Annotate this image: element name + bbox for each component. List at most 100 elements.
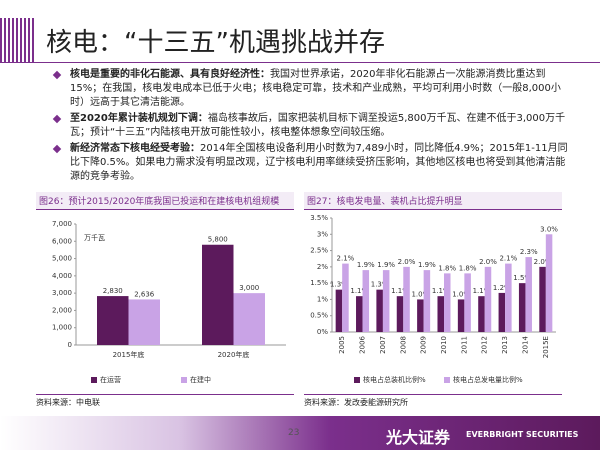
value-label: 1.9% (377, 261, 395, 269)
bar (403, 266, 410, 332)
legend-label: 核电占总发电量比例% (453, 375, 523, 384)
y-tick-label: 3,000 (52, 289, 72, 297)
brand-en: EVERBRIGHT SECURITIES (466, 430, 579, 439)
y-tick-label: 7,000 (52, 220, 72, 228)
x-tick-label: 2014 (521, 335, 529, 353)
bar (376, 289, 383, 332)
bar (444, 273, 451, 332)
bar (478, 296, 485, 332)
bar (362, 270, 370, 332)
bar (464, 273, 471, 332)
bar (97, 296, 129, 345)
value-label: 2.0% (398, 258, 416, 266)
y-tick-label: 0% (317, 328, 328, 336)
legend-label: 在运营 (100, 375, 121, 384)
bar (417, 299, 424, 332)
x-tick-label: 2009 (420, 336, 428, 354)
bar (457, 299, 465, 332)
source: 资料来源：发改委能源研究所 (304, 394, 562, 408)
x-tick-label: 2013 (501, 336, 509, 354)
bar (356, 296, 363, 332)
value-label: 1.9% (418, 261, 436, 269)
value-label: 1.0% (452, 290, 470, 298)
legend-swatch (181, 377, 187, 383)
y-tick-label: 4,000 (52, 272, 72, 280)
lead: 核电是重要的非化石能源、具有良好经济性： (70, 69, 270, 80)
y-tick-label: 0 (68, 341, 72, 349)
x-tick-label: 2015E (542, 336, 550, 358)
source: 资料来源：中电联 (36, 394, 294, 408)
x-tick-label: 2006 (359, 335, 367, 353)
bar (335, 289, 343, 332)
y-tick-label: 1.5% (310, 279, 328, 287)
value-label: 2.0% (534, 258, 552, 266)
bullets: 核电是重要的非化石能源、具有良好经济性：我国对世界承诺，2020年非化石能源占一… (52, 68, 572, 186)
bar (233, 293, 265, 345)
x-tick-label: 2012 (481, 336, 489, 354)
legend-label: 在建中 (190, 375, 211, 384)
text: 我国对世界承诺，2020年非化石能源占一次能源消费比重达到15%；在我国，核电发… (70, 69, 561, 108)
x-tick-label: 2007 (379, 336, 387, 354)
chart-panel: 图27：核电发电量、装机占比提升明显 0% 0.5% 1% 1.5% 2% 2.5% 3% 3… (304, 192, 562, 408)
bar (128, 299, 160, 345)
text: 福岛核事故后，国家把装机目标下调至投运5,800万千瓦、在建不低于3,000万千… (70, 113, 566, 138)
value-label: 3.0% (540, 225, 558, 233)
value-label: 1.2% (493, 284, 511, 292)
value-label: 1.1% (391, 287, 409, 295)
page-number: 23 (288, 428, 300, 438)
value-label: 1.0% (411, 290, 429, 298)
chart: 0 1,000 2,000 3,000 4,000 5,000 6,000 7,000 万千瓦 2… (52, 220, 286, 384)
lead: 至2020年累计装机规划下调： (70, 113, 208, 124)
x-tick-label: 2005 (338, 336, 346, 354)
chart-panel: 图26：预计2015/2020年底我国已投运和在建核电机组规模 0 1,000 2,… (36, 192, 294, 408)
y-tick-label: 6,000 (52, 237, 72, 245)
value-label: 2,636 (134, 290, 155, 298)
x-tick-label: 2020年底 (218, 350, 250, 359)
x-tick-label: 2010 (440, 336, 448, 354)
y-tick-label: 2,000 (52, 306, 72, 314)
bar (484, 266, 492, 332)
footer-band (0, 416, 600, 450)
legend-label: 核电占总装机比例% (363, 375, 426, 384)
y-tick-label: 3% (317, 230, 328, 238)
legend-swatch (444, 377, 450, 383)
value-label: 1.8% (438, 264, 456, 272)
bar (525, 257, 532, 332)
value-label: 1.1% (350, 287, 368, 295)
y-tick-label: 3.5% (310, 214, 328, 222)
value-label: 1.1% (473, 287, 491, 295)
bar (545, 234, 553, 332)
x-tick-label: 2008 (399, 336, 407, 354)
value-label: 2.0% (479, 258, 497, 266)
legend-swatch (354, 377, 360, 383)
value-label: 1.8% (459, 264, 477, 272)
text: 2014年全国核电设备利用小时数为7,489小时，同比降低4.9%；2015年1… (70, 143, 568, 182)
y-tick-label: 0.5% (310, 312, 328, 320)
bar (423, 270, 431, 332)
bar (437, 296, 444, 332)
stripe (0, 18, 34, 62)
rule (0, 62, 600, 63)
bar (382, 270, 390, 332)
bullet: 至2020年累计装机规划下调：福岛核事故后，国家把装机目标下调至投运5,800万… (52, 112, 572, 140)
y-tick-label: 5,000 (52, 255, 72, 263)
bar (518, 283, 526, 332)
brand: 光大证券 (386, 428, 451, 447)
slide-title: 核电：“十三五”机遇挑战并存 (46, 28, 385, 58)
value-label: 1.3% (330, 281, 348, 289)
y-tick-label: 2.5% (310, 247, 328, 255)
value-label: 5,800 (208, 236, 228, 244)
y-tick-label: 1% (317, 295, 328, 303)
value-label: 2,830 (103, 287, 123, 295)
chart: 0% 0.5% 1% 1.5% 2% 2.5% 3% 3.5% 2005 1.3% 2.1% 2006… (310, 214, 558, 384)
bar (505, 263, 512, 332)
legend-swatch (91, 377, 97, 383)
chart-title: 图26：预计2015/2020年底我国已投运和在建核电机组规模 (36, 192, 294, 210)
value-label: 1.9% (357, 261, 375, 269)
x-tick-label: 2015年底 (113, 350, 145, 359)
x-tick-label: 2011 (460, 336, 468, 354)
bar (539, 266, 546, 332)
y-tick-label: 1,000 (52, 324, 72, 332)
chart-title: 图27：核电发电量、装机占比提升明显 (304, 192, 562, 210)
